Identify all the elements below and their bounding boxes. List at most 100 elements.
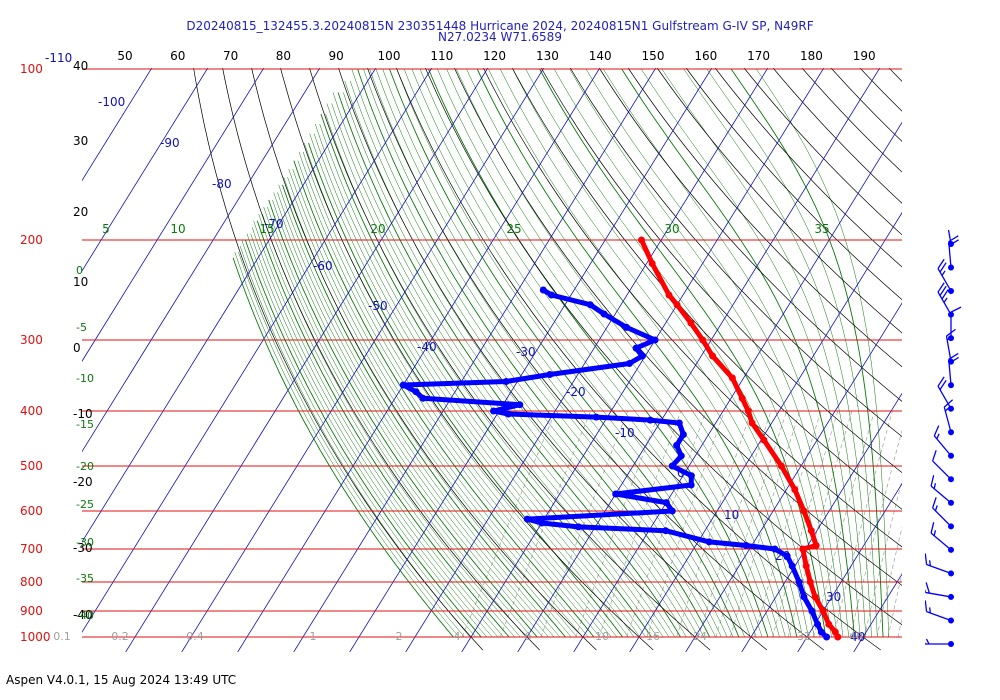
moist-adiabat-label: -25: [76, 498, 94, 511]
isotherm-label: -70: [264, 217, 284, 231]
mixing-ratio-line: [849, 429, 902, 638]
moist-adiabat-line: [730, 68, 884, 637]
wind-barb: [931, 450, 954, 483]
theta-label: 10: [73, 275, 88, 289]
wind-barb: [937, 282, 954, 318]
wind-barb-station: [948, 288, 954, 295]
isotherm-line: [237, 68, 601, 652]
dewpoint-point: [600, 310, 608, 318]
wind-barb-feather: [931, 497, 937, 509]
wind-barb-staff: [930, 532, 952, 551]
pressure-label: 200: [20, 233, 43, 247]
wind-barb: [948, 352, 959, 389]
isotherm-line: [181, 68, 545, 652]
dewpoint-point: [814, 620, 822, 628]
isotherm-line: [293, 68, 657, 652]
wind-barb-feather: [939, 262, 947, 273]
isotherm-label: -60: [313, 259, 333, 273]
wind-barb-staff: [945, 335, 952, 362]
dewpoint-point: [677, 452, 685, 460]
isotherm-label: -110: [45, 51, 72, 65]
moist-adiabat-line: [396, 68, 745, 638]
dewpoint-point: [788, 562, 796, 570]
moist-adiabat-line: [488, 68, 803, 638]
wind-barb-staff: [926, 563, 952, 575]
temperature-point: [807, 527, 815, 535]
mixing-ratio-label: 24: [693, 630, 707, 643]
chart-title-line1: D20240815_132455.3.20240815N 230351448 H…: [186, 19, 814, 33]
temperature-point: [806, 578, 814, 586]
isotherm-line: [82, 68, 321, 453]
dewpoint-point: [502, 378, 510, 385]
dewpoint-point: [575, 523, 582, 531]
wind-barb: [948, 235, 959, 271]
dry-adiabat-line: [685, 68, 902, 301]
wind-barb-column: [925, 230, 962, 647]
moist-adiabat-line: [446, 68, 780, 638]
wind-barb-feather: [948, 356, 959, 364]
moist-adiabat-line: [331, 103, 670, 638]
dewpoint-point: [675, 419, 683, 427]
temperature-point: [811, 593, 819, 601]
wind-barb: [948, 306, 962, 342]
moist-adiabat-line: [292, 168, 589, 638]
temperature-point: [665, 291, 673, 299]
wind-barb-feather: [925, 600, 928, 612]
moist-adiabat-line: [302, 151, 612, 638]
isotherm-label: 30: [826, 590, 841, 604]
moist-adiabat-line: [476, 68, 798, 638]
dewpoint-point: [800, 593, 808, 601]
moist-adiabat-line: [293, 160, 595, 638]
mixing-ratio-label: 40: [849, 630, 863, 643]
wind-barb-staff: [945, 230, 952, 245]
temperature-point: [825, 620, 833, 628]
top-axis-label: 120: [483, 49, 506, 63]
dewpoint-point: [546, 371, 554, 378]
theta-label: 30: [73, 134, 88, 148]
temperature-point: [728, 374, 736, 382]
isotherm-line: [82, 68, 153, 182]
dewpoint-point: [539, 286, 547, 294]
isotherm-line: [82, 68, 377, 543]
wind-barb-staff: [948, 359, 952, 386]
theta-label: -10: [73, 407, 93, 421]
wind-barb-feather: [946, 328, 956, 337]
chart-title-line2: N27.0234 W71.6589: [438, 30, 562, 44]
dewpoint-point: [823, 633, 831, 641]
pressure-label: 600: [20, 504, 43, 518]
wind-barb-feather: [948, 352, 959, 360]
dewpoint-point: [687, 472, 695, 480]
isotherm-line: [517, 68, 881, 652]
isotherm-line: [82, 68, 433, 633]
wind-barb: [937, 376, 954, 412]
temperature-point: [802, 562, 810, 570]
isotherm-line: [82, 68, 265, 362]
dry-adiabat-line: [598, 68, 902, 402]
dewpoint-point: [538, 519, 546, 527]
temperature-point: [673, 301, 681, 309]
top-axis-label: 130: [536, 49, 559, 63]
mixing-ratio-label: 6: [525, 630, 532, 643]
temperature-point: [699, 336, 707, 344]
wind-barb: [943, 399, 954, 436]
top-axis-label: 60: [170, 49, 185, 63]
moist-adiabat-label: 10: [170, 222, 185, 236]
top-axis-label: 80: [276, 49, 291, 63]
moist-adiabat-line: [357, 68, 711, 638]
moist-adiabat-label: -30: [76, 536, 94, 549]
dewpoint-point: [399, 381, 407, 389]
moist-adiabat-line: [246, 233, 487, 638]
moist-adiabat-line: [313, 133, 635, 638]
moist-adiabat-label: -40: [76, 609, 94, 622]
mixing-ratio-label: 4: [454, 630, 461, 643]
temperature-point: [812, 542, 820, 549]
moist-adiabat-line: [277, 192, 555, 638]
dewpoint-point: [817, 628, 825, 636]
theta-label: -20: [73, 475, 93, 489]
wind-barb-feather: [933, 425, 940, 437]
moist-adiabat-line: [298, 151, 606, 638]
moist-adiabat-line: [287, 177, 577, 638]
top-axis-label: 100: [378, 49, 401, 63]
pressure-label: 100: [20, 62, 43, 76]
